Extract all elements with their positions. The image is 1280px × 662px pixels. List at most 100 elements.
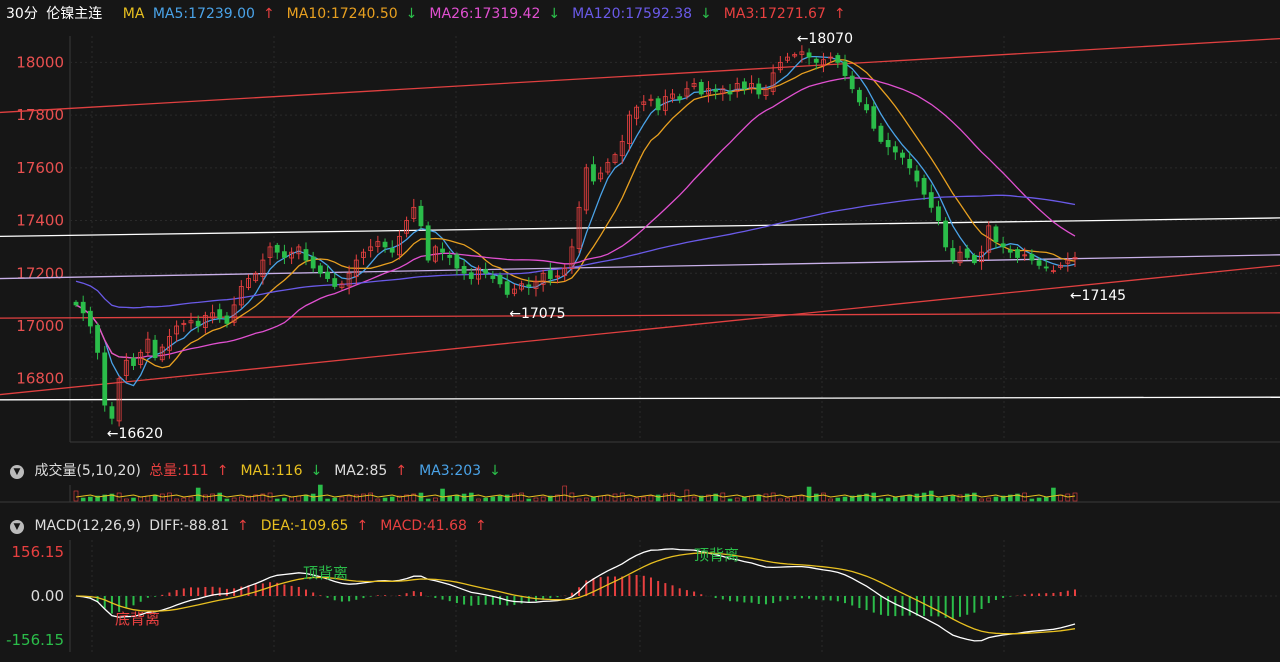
volume-bar (698, 495, 704, 502)
candle-body (1000, 243, 1006, 248)
y-tick-label-1: 17000 (16, 317, 64, 335)
volume-bar (1065, 493, 1071, 502)
volume-bar (361, 493, 366, 502)
candle-body (274, 244, 280, 253)
macd-title: MACD(12,26,9) (34, 518, 141, 534)
macd-dea-line (75, 552, 1076, 635)
volume-bar (526, 498, 532, 502)
candle-body (964, 248, 970, 258)
candle-body (993, 226, 999, 243)
candle-body (914, 170, 920, 182)
macd-value-1: DEA:-109.65 (260, 518, 349, 534)
divergence-label-1: 顶背离 (694, 546, 739, 564)
candle-body (411, 206, 417, 219)
volume-bar (749, 495, 754, 502)
volume-bar (490, 496, 496, 502)
candle-body (296, 246, 302, 255)
candle-body (777, 61, 783, 71)
macd-tick-label-2: -156.15 (6, 631, 64, 649)
y-tick-label-4: 17600 (16, 159, 64, 177)
candle-body (167, 336, 172, 351)
volume-bar (483, 497, 488, 502)
candle-body (346, 272, 352, 287)
macd-arrow-icon-0: ↑ (237, 518, 249, 534)
ma-line-ma26 (75, 77, 1076, 359)
candle-body (627, 114, 632, 144)
candle-body (842, 61, 848, 76)
candle-body (806, 52, 812, 58)
macd-values: DIFF:-88.81 ↑ DEA:-109.65 ↑ MACD:41.68 ↑ (145, 518, 486, 534)
candle-body (713, 89, 719, 92)
candle-body (361, 251, 366, 258)
trend-line-1 (0, 264, 1280, 396)
candle-body (116, 378, 122, 422)
volume-bar (979, 498, 984, 502)
volume-bar (957, 494, 963, 502)
ma-label: MA (122, 6, 145, 22)
volume-bar (353, 494, 359, 502)
volume-bar (598, 495, 603, 502)
candle-body (332, 278, 338, 287)
volume-ma-line (75, 494, 1076, 498)
trend-line-2 (0, 312, 1280, 319)
candle-body (418, 205, 424, 227)
volume-bar (533, 497, 539, 502)
volume-bar (73, 490, 79, 502)
candle-body (979, 251, 984, 263)
candle-body (698, 82, 704, 95)
volume-bar (778, 498, 783, 502)
candle-body (1015, 249, 1020, 258)
candle-body (504, 281, 510, 295)
volume-bar (231, 497, 237, 502)
candle-body (238, 286, 244, 306)
candle-body (749, 83, 754, 89)
candle-body (634, 106, 639, 119)
candle-body (217, 309, 223, 319)
candle-body (1022, 254, 1028, 257)
candle-body (555, 275, 560, 278)
macd-collapse-icon[interactable]: ▼ (10, 520, 24, 534)
volume-bar (677, 498, 683, 502)
volume-bar (1072, 492, 1078, 502)
volume-bar (828, 498, 833, 502)
price-annotation-3: ←17145 (1070, 288, 1126, 304)
candle-body (282, 251, 287, 258)
volume-bar (691, 496, 697, 502)
volume-bar (289, 496, 294, 502)
volume-bar (821, 492, 826, 502)
candle-body (900, 152, 905, 158)
volume-bar (80, 497, 86, 502)
candle-body (763, 88, 769, 96)
candle-body (734, 83, 740, 92)
volume-bar (88, 496, 93, 502)
candle-body (1065, 259, 1071, 264)
price-annotation-1: ←17075 (509, 306, 565, 322)
candle-body (95, 325, 100, 353)
volume-bar (986, 497, 992, 502)
volume-bar (742, 496, 747, 502)
candle-body (432, 246, 438, 262)
candle-body (368, 246, 374, 251)
candle-body (892, 146, 898, 153)
macd-header: ▼ MACD(12,26,9) DIFF:-88.81 ↑ DEA:-109.65 ↑… (10, 518, 487, 534)
candle-body (720, 88, 726, 94)
candle-body (490, 275, 496, 279)
candle-body (231, 304, 237, 323)
volume-bar (131, 497, 136, 502)
candle-body (986, 225, 992, 253)
volume-collapse-icon[interactable]: ▼ (10, 465, 24, 479)
volume-bar (612, 493, 618, 502)
period-label[interactable]: 30分 (6, 6, 38, 22)
volume-bar (375, 498, 381, 502)
volume-bar (102, 494, 108, 502)
volume-bar (174, 498, 179, 502)
candle-body (878, 125, 884, 142)
volume-bar (210, 493, 215, 502)
ma-value-2: MA26:17319.42 (429, 6, 541, 22)
volume-bar (1015, 493, 1020, 502)
candle-body (447, 254, 453, 258)
vol-value-0: 总量:111 (149, 463, 209, 479)
candle-body (864, 104, 869, 111)
candle-body (404, 220, 410, 234)
